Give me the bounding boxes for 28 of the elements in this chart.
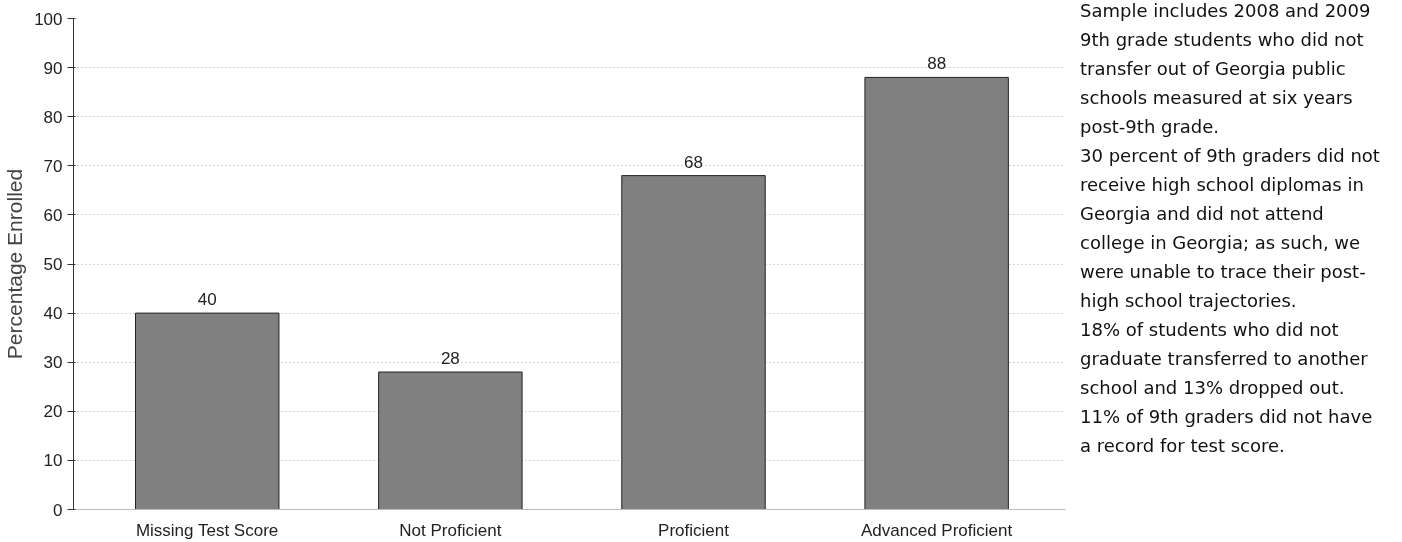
- y-tick-label: 20: [43, 402, 63, 422]
- x-tick-label: Not Proficient: [399, 520, 502, 540]
- y-tick-label: 0: [53, 500, 63, 520]
- data-label: 88: [927, 54, 947, 74]
- x-tick-label: Advanced Proficient: [861, 520, 1013, 540]
- x-tick-label: Proficient: [658, 520, 730, 540]
- y-tick-label: 80: [43, 107, 63, 127]
- bar: [378, 371, 523, 510]
- y-tick-label: 100: [34, 9, 63, 29]
- text: 11% of 9th graders did not have a record for test score.: [1080, 405, 1374, 458]
- x-tick-label: Missing Test Score: [135, 520, 279, 540]
- y-tick-label: 60: [43, 205, 63, 225]
- y-tick-label: 30: [43, 353, 63, 373]
- y-axis-title: Percentage Enrolled: [3, 168, 27, 360]
- y-tick-label: 70: [43, 156, 63, 176]
- y-tick-label: 50: [43, 255, 63, 274]
- bar: [621, 175, 766, 510]
- bar: [135, 312, 280, 510]
- y-tick-label: 10: [43, 451, 63, 471]
- text: Sample includes 2008 and 2009 9th grade students who did not transfer out of Georgia public schools measured at six years post-9th grade.: [1080, 0, 1372, 139]
- data-label: 40: [197, 290, 217, 310]
- text: 18% of students who did not graduate transferred to another school and 13% dropped out.: [1080, 318, 1369, 400]
- y-tick-label: 40: [43, 304, 63, 324]
- data-label: 28: [440, 349, 460, 369]
- text: 30 percent of 9th graders did not receive high school diplomas in Georgia and did not attend college in Georgia; as such, we were unable to trace their post-high school trajectories.: [1080, 144, 1380, 313]
- bar: [864, 76, 1009, 510]
- y-tick-label: 90: [43, 58, 63, 78]
- data-label: 68: [684, 152, 703, 172]
